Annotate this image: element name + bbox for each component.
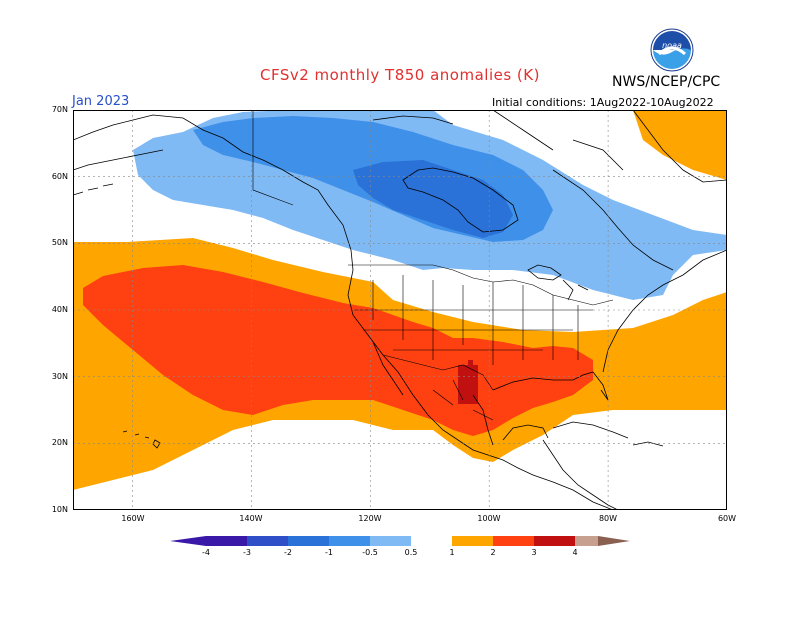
colorbar-label: -2	[284, 548, 292, 557]
colorbar-label: 0.5	[404, 548, 418, 557]
lon-label-60w: 60W	[717, 514, 737, 523]
svg-text:noaa: noaa	[662, 41, 682, 50]
lat-label-60n: 60N	[51, 172, 68, 181]
lat-label-10n: 10N	[51, 505, 68, 514]
colorbar-label: 4	[572, 548, 578, 557]
colorbar-label: -0.5	[362, 548, 378, 557]
lat-label-70n: 70N	[51, 105, 68, 114]
lat-label-30n: 30N	[51, 372, 68, 381]
political-borders	[252, 110, 614, 421]
organization-label: NWS/NCEP/CPC	[612, 74, 721, 90]
colorbar-label: 3	[531, 548, 537, 557]
graticule	[73, 110, 727, 510]
colorbar-label: -3	[243, 548, 251, 557]
color-legend	[170, 536, 630, 546]
colorbar-label: 2	[490, 548, 496, 557]
lon-label-120w: 120W	[358, 514, 382, 523]
anomaly-region-negative-2	[353, 160, 513, 238]
map-title: CFSv2 monthly T850 anomalies (K)	[260, 66, 540, 84]
colorbar-label: -4	[202, 548, 210, 557]
lon-label-80w: 80W	[598, 514, 618, 523]
lon-label-100w: 100W	[477, 514, 501, 523]
coastlines	[73, 110, 727, 510]
valid-month-label: Jan 2023	[72, 94, 130, 109]
colorbar-label: -1	[325, 548, 333, 557]
lat-label-50n: 50N	[51, 238, 68, 247]
map-frame	[73, 110, 727, 510]
colorbar-label: 1	[449, 548, 455, 557]
initial-conditions-label: Initial conditions: 1Aug2022-10Aug2022	[492, 96, 714, 109]
anomaly-map	[73, 110, 727, 510]
lon-label-140w: 140W	[239, 514, 263, 523]
anomaly-region-positive-2	[458, 360, 478, 404]
lat-label-20n: 20N	[51, 438, 68, 447]
noaa-logo: noaa	[650, 28, 694, 72]
lat-label-40n: 40N	[51, 305, 68, 314]
lon-label-160w: 160W	[121, 514, 145, 523]
